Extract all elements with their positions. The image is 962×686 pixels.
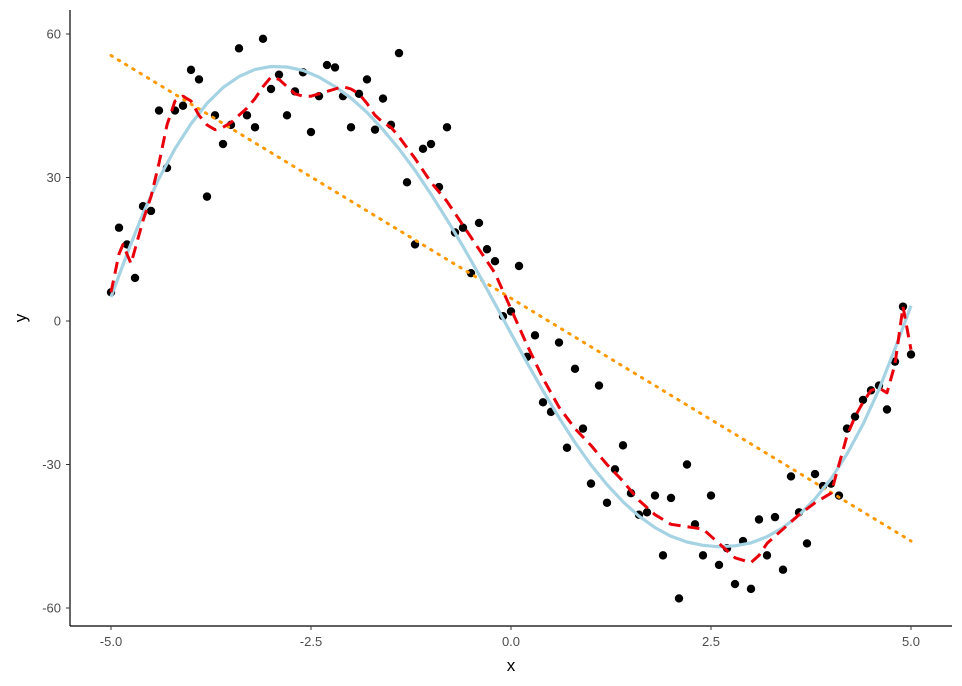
data-point: [730, 579, 740, 589]
data-point: [762, 551, 772, 560]
data-point: [146, 206, 156, 216]
data-point: [202, 192, 212, 201]
data-point: [418, 144, 428, 153]
data-point: [538, 398, 548, 407]
x-tick-label: -5.0: [100, 634, 122, 649]
data-point: [306, 127, 316, 137]
x-tick-label: 2.5: [702, 634, 720, 649]
y-axis-title: y: [11, 313, 30, 322]
data-point: [906, 350, 916, 359]
data-point: [586, 479, 596, 488]
data-point: [882, 405, 892, 414]
data-point: [610, 465, 620, 474]
data-point: [474, 218, 484, 228]
data-point: [250, 123, 260, 132]
data-point: [682, 460, 692, 469]
data-point: [554, 338, 564, 347]
data-point: [898, 302, 908, 311]
data-point: [242, 111, 252, 120]
data-point: [802, 539, 812, 548]
data-point: [698, 551, 708, 560]
y-tick-label: 0: [54, 314, 61, 329]
data-point: [402, 178, 412, 187]
data-point: [850, 412, 860, 421]
data-point: [658, 551, 668, 560]
data-point: [458, 223, 468, 232]
x-ticks: -5.0 -2.5 0.0 2.5 5.0: [100, 626, 920, 649]
x-tick-label: 0.0: [502, 634, 520, 649]
data-point: [370, 125, 380, 134]
data-point: [346, 123, 356, 132]
y-tick-label: -60: [42, 601, 61, 616]
data-point: [274, 70, 284, 79]
data-point: [178, 101, 188, 110]
data-point: [330, 63, 340, 72]
data-point: [258, 34, 268, 43]
y-ticks: 60 30 0 -30 -60: [42, 27, 70, 616]
data-point: [362, 75, 372, 84]
data-point: [194, 75, 204, 84]
linear-fit-line: [109, 54, 913, 543]
data-point: [130, 273, 140, 283]
data-point: [426, 139, 436, 149]
data-point: [530, 331, 540, 340]
data-point: [746, 584, 756, 594]
data-point: [770, 512, 780, 522]
data-point: [594, 381, 604, 390]
data-point: [778, 565, 788, 574]
data-point: [234, 44, 244, 53]
data-point: [754, 515, 764, 524]
data-point: [666, 493, 676, 503]
data-point: [578, 424, 588, 433]
x-tick-label: -2.5: [300, 634, 322, 649]
x-axis: -5.0 -2.5 0.0 2.5 5.0: [70, 625, 952, 649]
data-point: [394, 48, 404, 58]
data-point: [714, 560, 724, 570]
x-axis-title: x: [507, 656, 516, 675]
data-point: [186, 65, 196, 75]
data-point: [442, 123, 452, 132]
data-point: [378, 94, 388, 103]
y-axis: 60 30 0 -30 -60: [42, 10, 71, 626]
data-point: [154, 106, 164, 115]
data-point: [674, 594, 684, 603]
data-point: [858, 395, 868, 405]
data-point: [490, 257, 500, 266]
y-tick-label: -30: [42, 457, 61, 472]
data-point: [322, 60, 332, 70]
data-point: [810, 469, 820, 479]
data-point: [482, 245, 492, 254]
x-tick-label: 5.0: [902, 634, 920, 649]
data-point: [650, 491, 660, 500]
data-point: [706, 491, 716, 500]
data-point: [354, 89, 364, 98]
y-tick-label: 30: [47, 170, 61, 185]
plot-area: [106, 34, 916, 603]
dashed-line: [109, 75, 913, 565]
data-point: [266, 84, 276, 94]
data-point: [114, 223, 124, 232]
data-point: [786, 472, 796, 481]
smooth-curve-line: [109, 64, 913, 549]
data-point: [642, 508, 652, 517]
data-point: [570, 364, 580, 374]
y-tick-label: 60: [47, 27, 61, 42]
data-point: [514, 261, 524, 271]
data-point: [282, 111, 292, 120]
data-point: [562, 443, 572, 452]
data-point: [602, 498, 612, 507]
data-point: [218, 139, 228, 149]
data-point: [618, 441, 628, 450]
